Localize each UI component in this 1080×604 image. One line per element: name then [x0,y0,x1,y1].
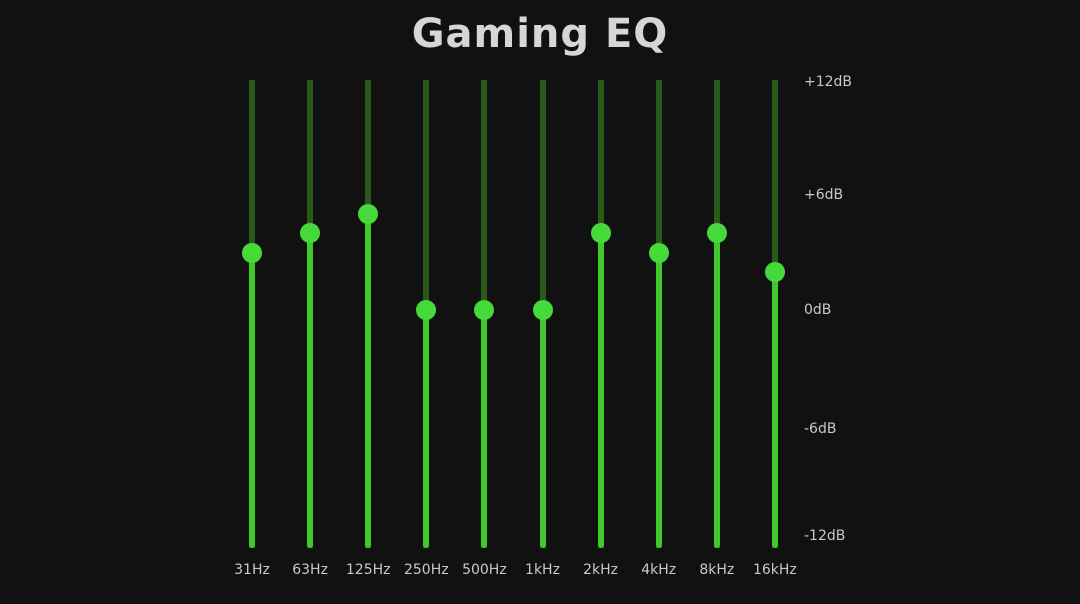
slider-knob[interactable] [358,204,379,225]
frequency-label: 2kHz [583,562,619,578]
frequency-label: 16kHz [752,562,797,578]
slider-knob[interactable] [648,242,669,263]
slider-fill [539,310,546,548]
slider-fill [481,310,488,548]
slider-knob[interactable] [242,242,262,263]
frequency-label: 1kHz [525,562,560,578]
eq-slider-16khz[interactable] [760,80,790,548]
eq-slider-1khz[interactable] [528,80,558,548]
page-title: Gaming EQ [411,11,669,57]
slider-knob[interactable] [532,300,553,320]
slider-fill [307,233,314,548]
eq-slider-4khz[interactable] [644,80,674,548]
eq-slider-8khz[interactable] [702,80,732,548]
eq-slider-250hz[interactable] [411,80,441,548]
slider-fill [655,252,662,548]
slider-knob[interactable] [474,300,495,320]
frequency-label: 500Hz [462,562,507,578]
slider-fill [365,214,372,548]
slider-knob[interactable] [416,300,437,320]
slider-fill [771,271,778,548]
eq-slider-2khz[interactable] [586,80,616,548]
db-scale-label: +12dB [804,74,853,90]
frequency-label: 4kHz [641,562,677,578]
frequency-label: 63Hz [292,562,328,578]
db-scale-label: -12dB [804,528,846,544]
eq-slider-500hz[interactable] [469,80,499,548]
eq-slider-31hz[interactable] [237,80,267,548]
slider-fill [423,310,430,548]
db-scale-label: 0dB [804,302,832,318]
frequency-label: 125Hz [345,562,391,578]
slider-knob[interactable] [300,223,321,244]
eq-slider-63hz[interactable] [295,80,325,548]
frequency-label: 250Hz [403,562,449,578]
slider-knob[interactable] [590,223,611,244]
slider-knob[interactable] [706,223,727,244]
eq-slider-125hz[interactable] [353,80,383,548]
slider-fill [249,252,255,548]
slider-fill [713,233,720,548]
db-scale-label: -6dB [804,421,837,437]
db-scale-label: +6dB [804,187,844,203]
frequency-label: 8kHz [699,562,735,578]
slider-knob[interactable] [764,261,785,282]
frequency-label: 31Hz [234,562,270,578]
slider-fill [597,233,604,548]
